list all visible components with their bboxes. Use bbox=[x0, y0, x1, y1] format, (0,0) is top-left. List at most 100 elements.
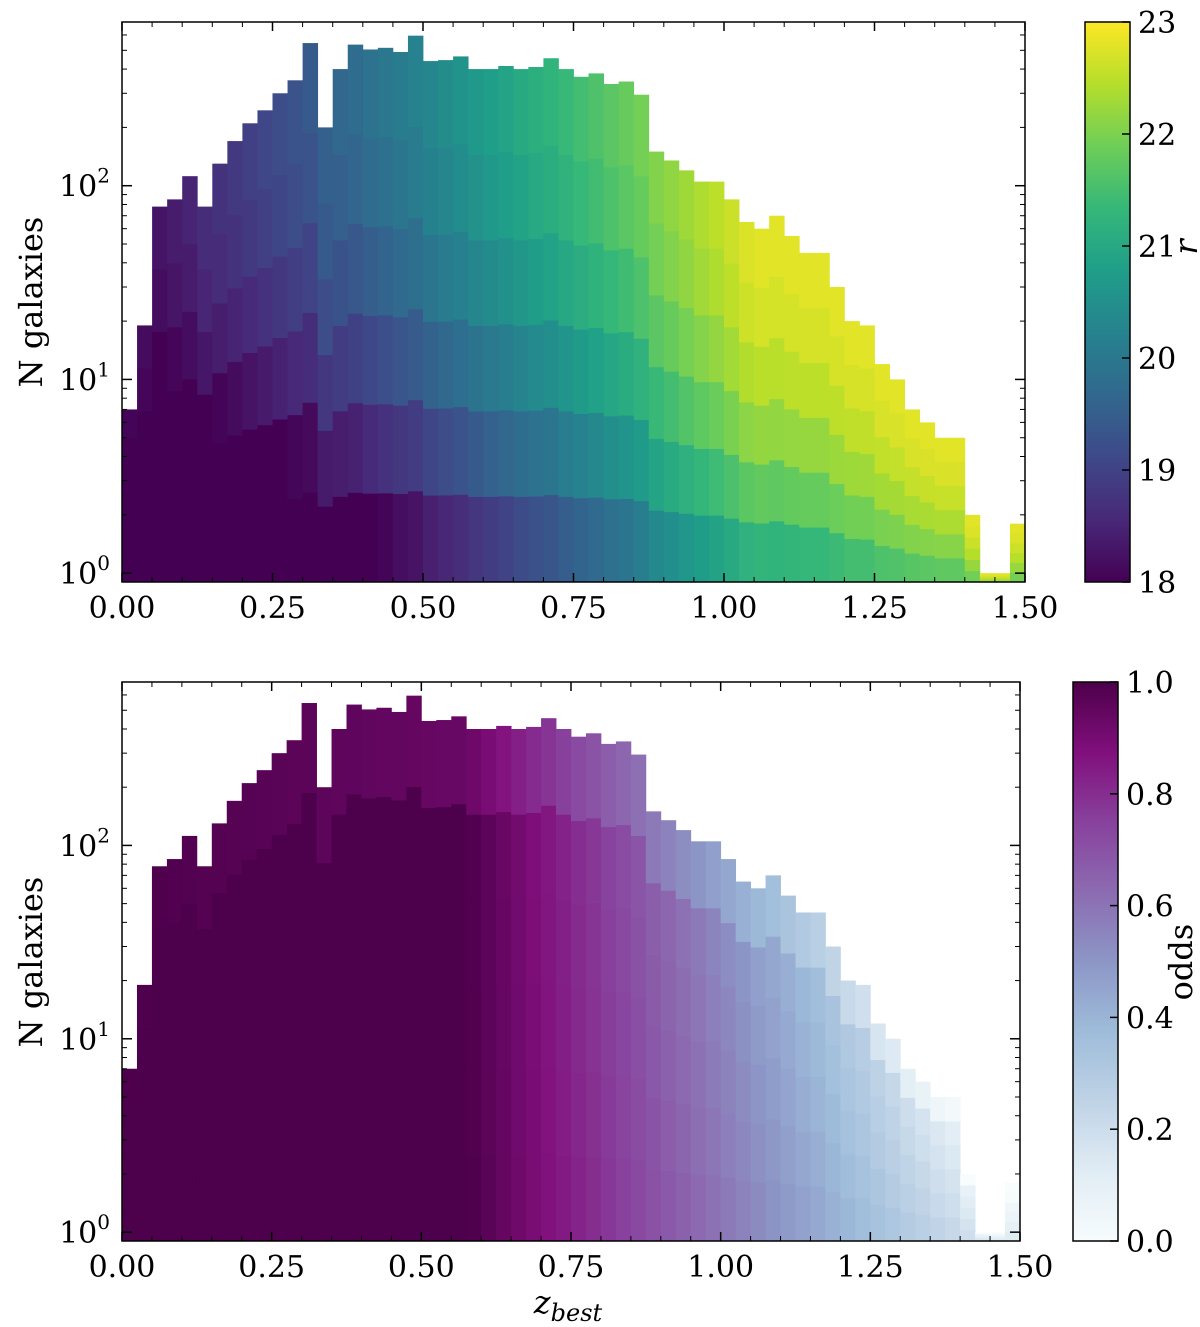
bar-segment bbox=[513, 154, 529, 241]
bar-segment bbox=[271, 753, 288, 835]
bar-segment bbox=[543, 232, 559, 321]
bar-segment bbox=[122, 1212, 138, 1242]
histogram-bar bbox=[964, 514, 981, 583]
bar-segment bbox=[541, 805, 557, 893]
bar-segment bbox=[167, 390, 183, 455]
bar-segment bbox=[556, 814, 572, 901]
bar-segment bbox=[481, 814, 497, 901]
bar-segment bbox=[526, 983, 542, 1071]
bar-segment bbox=[630, 1078, 647, 1161]
bar-segment bbox=[648, 223, 665, 296]
bar-segment bbox=[212, 163, 228, 234]
bar-segment bbox=[211, 823, 228, 894]
bar-segment bbox=[483, 154, 499, 241]
x-tick-label: 0.00 bbox=[89, 591, 156, 626]
bar-segment bbox=[693, 315, 710, 383]
bar-segment bbox=[481, 1070, 497, 1157]
bar-segment bbox=[675, 1104, 692, 1173]
bar-segment bbox=[900, 1097, 916, 1127]
bar-segment bbox=[226, 874, 243, 948]
bar-segment bbox=[122, 1097, 138, 1127]
bar-segment bbox=[1009, 552, 1026, 563]
bar-segment bbox=[301, 1061, 317, 1152]
bar-segment bbox=[900, 1126, 916, 1156]
bar-segment bbox=[543, 407, 559, 496]
bar-segment bbox=[573, 497, 589, 583]
bar-segment bbox=[1009, 572, 1026, 583]
bar-segment bbox=[377, 225, 394, 316]
bar-segment bbox=[630, 754, 647, 837]
bar-segment bbox=[840, 1023, 856, 1068]
bar-segment bbox=[964, 548, 981, 561]
bar-segment bbox=[615, 824, 632, 909]
bar-segment bbox=[678, 444, 695, 514]
histogram-bar bbox=[211, 823, 228, 1242]
bar-segment bbox=[483, 240, 499, 326]
bar-segment bbox=[377, 403, 394, 494]
histogram-bar bbox=[137, 325, 153, 583]
bar-segment bbox=[182, 514, 198, 583]
bar-segment bbox=[859, 453, 875, 497]
bar-segment bbox=[242, 123, 258, 201]
bar-segment bbox=[934, 437, 951, 463]
bar-segment bbox=[331, 1070, 347, 1157]
histogram-bar bbox=[874, 364, 890, 583]
bar-segment bbox=[468, 240, 484, 326]
bar-segment bbox=[406, 786, 422, 878]
bar-segment bbox=[648, 295, 665, 368]
bar-segment bbox=[945, 1145, 961, 1170]
bar-segment bbox=[799, 417, 815, 473]
bar-segment bbox=[543, 494, 559, 583]
bar-segment bbox=[196, 866, 213, 930]
x-label-sub: best bbox=[551, 1299, 603, 1327]
bar-segment bbox=[466, 1155, 482, 1242]
bar-segment bbox=[949, 533, 966, 559]
bar-segment bbox=[784, 351, 800, 410]
bar-segment bbox=[498, 323, 514, 411]
bar-segment bbox=[645, 1026, 662, 1099]
bar-segment bbox=[645, 811, 662, 884]
histogram-bar bbox=[889, 379, 905, 583]
histogram-bar bbox=[346, 704, 362, 1242]
bar-segment bbox=[735, 1061, 751, 1122]
bar-segment bbox=[377, 47, 394, 138]
bar-segment bbox=[660, 890, 677, 961]
bar-segment bbox=[855, 984, 871, 1028]
bar-segment bbox=[885, 1038, 901, 1073]
bar-segment bbox=[603, 499, 620, 583]
histogram-bar bbox=[226, 800, 243, 1242]
bar-segment bbox=[466, 899, 482, 986]
x-tick-label: 1.00 bbox=[687, 1250, 754, 1285]
bar-segment bbox=[678, 513, 695, 583]
bar-segment bbox=[600, 909, 617, 993]
bar-segment bbox=[724, 390, 740, 455]
bar-segment bbox=[346, 1151, 362, 1242]
bar-segment bbox=[256, 848, 273, 928]
bar-segment bbox=[362, 315, 379, 405]
bar-segment bbox=[571, 820, 587, 906]
bar-segment bbox=[585, 1071, 602, 1157]
bar-segment bbox=[362, 404, 379, 494]
bar-segment bbox=[511, 899, 527, 986]
histogram-bar bbox=[271, 753, 288, 1242]
bar-segment bbox=[438, 321, 454, 409]
histogram-bar bbox=[407, 35, 424, 583]
bar-segment bbox=[750, 947, 766, 1007]
histogram-bar bbox=[990, 1232, 1006, 1242]
bottom-histogram-bars bbox=[122, 695, 1021, 1242]
bar-segment bbox=[272, 500, 288, 583]
bar-segment bbox=[930, 1096, 946, 1122]
colorbar-tick-label: 1.0 bbox=[1126, 666, 1174, 701]
bar-segment bbox=[1005, 1202, 1021, 1213]
x-tick-label: 0.50 bbox=[388, 1250, 455, 1285]
bar-segment bbox=[331, 814, 347, 901]
bar-segment bbox=[915, 1081, 931, 1109]
bar-segment bbox=[496, 983, 512, 1070]
histogram-bar bbox=[739, 221, 755, 583]
bar-segment bbox=[708, 248, 725, 316]
bar-segment bbox=[453, 231, 469, 320]
bar-segment bbox=[900, 1212, 916, 1242]
bar-segment bbox=[870, 1023, 886, 1061]
bar-segment bbox=[151, 866, 168, 930]
bar-segment bbox=[421, 807, 437, 895]
